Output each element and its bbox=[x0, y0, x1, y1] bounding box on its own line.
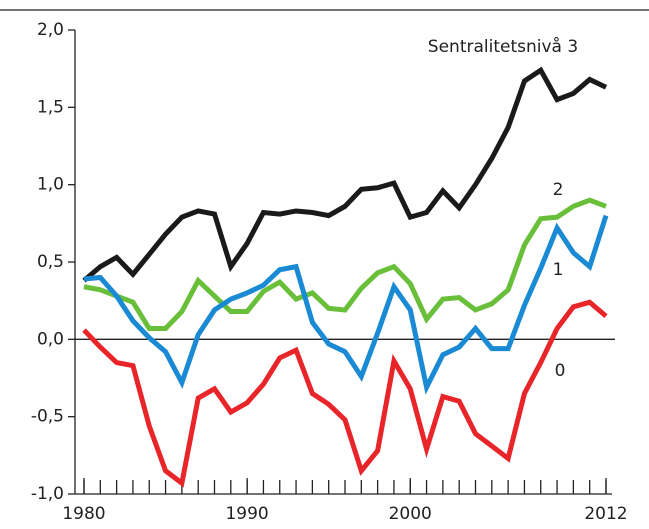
y-tick-label: 0,5 bbox=[37, 252, 64, 272]
series-line bbox=[83, 197, 607, 332]
series-label: 2 bbox=[553, 180, 564, 200]
series-label: Sentralitetsnivå 3 bbox=[428, 36, 578, 57]
y-tick-label: 2,0 bbox=[37, 20, 64, 40]
x-tick-label: 2000 bbox=[389, 504, 432, 524]
y-tick-label: 1,0 bbox=[37, 175, 64, 195]
y-tick-label: 1,5 bbox=[37, 97, 64, 117]
x-tick-label: 2012 bbox=[584, 504, 627, 524]
series-line bbox=[82, 299, 608, 488]
series-label: 0 bbox=[555, 361, 566, 381]
y-tick-label: -1,0 bbox=[31, 484, 64, 504]
series-label: 1 bbox=[553, 260, 564, 280]
x-tick-label: 1980 bbox=[62, 504, 105, 524]
series-line bbox=[82, 66, 608, 283]
y-tick-label: 0,0 bbox=[37, 329, 64, 349]
y-tick-label: -0,5 bbox=[31, 407, 64, 427]
series-line bbox=[83, 214, 609, 395]
x-tick-label: 1990 bbox=[225, 504, 268, 524]
